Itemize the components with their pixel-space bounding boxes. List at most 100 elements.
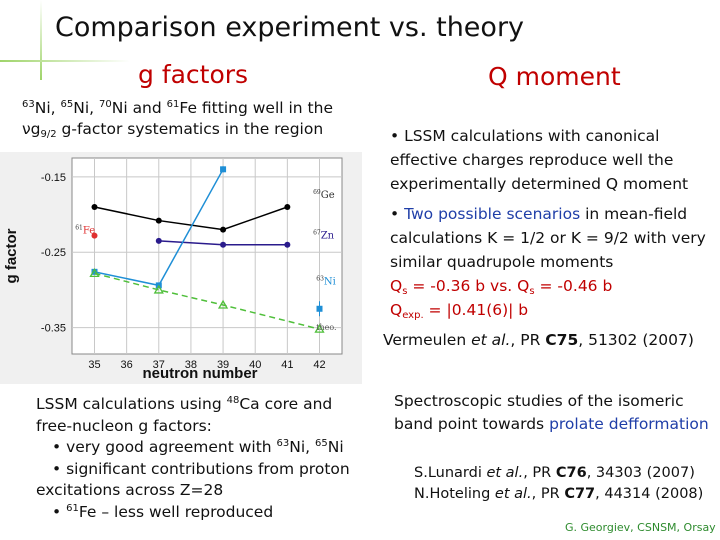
x-tick-label: 39	[217, 359, 229, 371]
slide-title: Comparison experiment vs. theory	[55, 12, 525, 43]
text-segment: Ni,	[289, 438, 316, 456]
text-segment: Q	[390, 301, 403, 319]
text-segment: et al.	[494, 486, 532, 502]
text-segment: Ni,	[73, 99, 99, 117]
text-segment: = |0.41(6)| b	[423, 301, 529, 319]
series-line	[94, 206, 288, 231]
spectroscopy-text: Spectroscopic studies of the isomeric ba…	[394, 390, 719, 436]
text-segment: , 44314 (2008)	[595, 486, 704, 502]
calc-line: excitations across Z=28	[36, 480, 366, 502]
plot-area	[71, 157, 343, 355]
reference-hoteling: N.Hoteling et al., PR C77, 44314 (2008)	[414, 484, 703, 505]
q-moment-heading: Q moment	[488, 62, 621, 91]
text-segment: prolate defformation	[549, 415, 709, 433]
text-segment: S.Lunardi	[414, 465, 487, 481]
decor-line-horizontal	[0, 60, 130, 62]
data-point	[217, 299, 229, 309]
text-segment: •	[390, 205, 405, 223]
x-tick-label: 41	[281, 359, 293, 371]
text-segment: 70	[99, 99, 112, 110]
data-point	[284, 241, 291, 248]
text-segment: et al.	[471, 331, 511, 349]
text-segment: 48	[226, 395, 240, 406]
text-segment: N.Hoteling	[414, 486, 495, 502]
series-label-theo: theo.	[316, 323, 336, 332]
text-segment: Vermeulen	[383, 331, 472, 349]
x-tick-label: 42	[313, 359, 325, 371]
text-segment: Ni and	[111, 99, 167, 117]
g-factors-heading: g factors	[138, 60, 249, 89]
text-segment: et al.	[486, 465, 524, 481]
series-label-zn: 67Zn	[313, 230, 335, 242]
series-label-name: Zn	[321, 231, 335, 242]
text-segment: νg	[22, 120, 41, 138]
q-value-experiment: Qexp. = |0.41(6)| b	[390, 298, 710, 322]
x-tick-label: 36	[121, 359, 133, 371]
text-segment: excitations across Z=28	[36, 481, 224, 499]
text-segment: • significant contributions from proton	[52, 459, 350, 478]
text-segment: in mean-field calculations K = 1/2 or K …	[390, 205, 706, 271]
chart-grid	[72, 158, 342, 354]
data-point	[89, 268, 100, 277]
q-item-lssm: • LSSM calculations with canonical effec…	[390, 124, 710, 196]
text-segment: s	[402, 286, 408, 297]
reference-lunardi: S.Lunardi et al., PR C76, 34303 (2007)	[414, 463, 703, 484]
text-segment: Ni	[327, 438, 344, 456]
text-segment: C76	[555, 465, 587, 481]
y-axis-label: g factor	[3, 228, 20, 283]
chart-series	[89, 166, 325, 333]
calc-line: • significant contributions from proton	[36, 459, 366, 481]
reference-vermeulen: Vermeulen et al., PR C75, 51302 (2007)	[383, 331, 694, 349]
series-label-name: Ni	[324, 277, 336, 288]
data-point	[220, 241, 227, 248]
x-tick-label: 37	[153, 359, 165, 371]
calc-line: • very good agreement with 63Ni, 65Ni	[36, 437, 366, 459]
data-point	[91, 204, 98, 210]
data-point	[316, 305, 323, 312]
calc-line: LSSM calculations using 48Ca core and	[36, 394, 366, 416]
lssm-calc-text: LSSM calculations using 48Ca core and fr…	[36, 394, 366, 523]
text-segment: , PR	[523, 465, 556, 481]
calc-line: • 61Fe – less well reproduced	[36, 502, 366, 524]
x-tick-label: 40	[249, 359, 261, 371]
data-point	[284, 204, 291, 210]
data-point	[153, 284, 164, 294]
text-segment: = -0.46 b	[534, 277, 613, 295]
text-segment: 9/2	[40, 129, 57, 140]
x-axis-label: neutron number	[143, 365, 258, 382]
data-point	[220, 166, 227, 173]
text-segment: Ni,	[34, 99, 61, 117]
text-segment: Ca core and	[239, 395, 333, 413]
data-point	[220, 226, 227, 233]
text-segment: C75	[545, 331, 579, 349]
q-item-scenarios: • Two possible scenarios in mean-field c…	[390, 202, 710, 274]
text-segment: , 34303 (2007)	[586, 465, 695, 481]
text-segment: , PR	[510, 331, 546, 349]
series-label-mass: 69	[313, 189, 321, 196]
data-point	[155, 237, 162, 244]
text-segment: free-nucleon g factors:	[36, 416, 212, 435]
data-point	[91, 232, 98, 239]
series-label-mass: 63	[316, 276, 324, 283]
series-label-name: theo.	[316, 323, 336, 332]
calc-line: free-nucleon g factors:	[36, 416, 366, 438]
text-segment: s	[529, 286, 535, 297]
series-label-ge: 69Ge	[313, 189, 335, 201]
text-segment: 65	[60, 99, 74, 110]
x-tick-label: 38	[185, 359, 197, 371]
chart-series-labels: 69Ge 67Zn 61Fe 63Ni theo.	[75, 189, 336, 332]
text-segment: •	[52, 502, 67, 521]
text-segment: • very good agreement with	[52, 438, 277, 456]
data-point	[155, 217, 162, 224]
text-segment: 61	[166, 99, 180, 110]
q-moment-list: • LSSM calculations with canonical effec…	[390, 124, 710, 322]
text-segment: Fe – less well reproduced	[78, 502, 274, 521]
text-segment: , 51302 (2007)	[578, 331, 694, 349]
series-label-name: Fe	[83, 225, 95, 236]
series-label-name: Ge	[321, 190, 335, 201]
text-segment: Q	[390, 277, 403, 295]
text-segment: LSSM calculations using	[36, 395, 227, 413]
data-point	[91, 268, 98, 275]
series-label-mass: 67	[313, 230, 321, 237]
text-segment: Two possible scenarios	[404, 205, 581, 223]
